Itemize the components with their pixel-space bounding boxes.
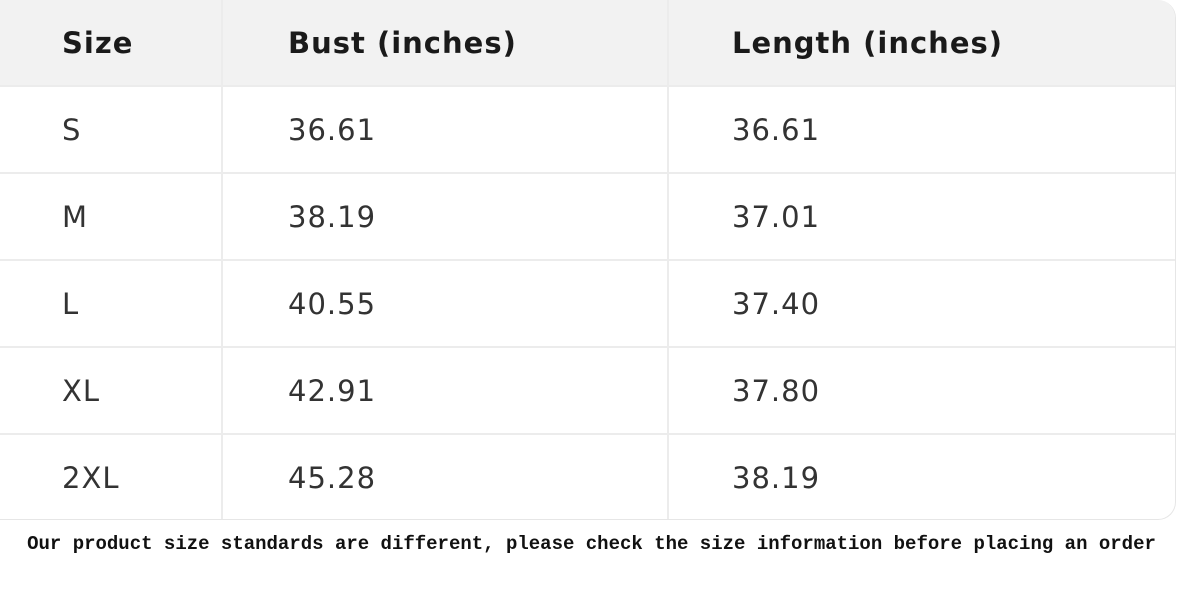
- header-bust: Bust (inches): [222, 0, 669, 87]
- table-row: S 36.61 36.61: [0, 86, 1175, 174]
- table-row: 2XL 45.28 38.19: [0, 434, 1175, 519]
- header-length: Length (inches): [668, 0, 1175, 87]
- header-size: Size: [0, 0, 223, 87]
- bust-cell: 36.61: [222, 86, 669, 174]
- table-row: L 40.55 37.40: [0, 260, 1175, 348]
- bust-cell: 42.91: [222, 347, 669, 435]
- length-cell: 37.80: [668, 347, 1175, 435]
- length-cell: 38.19: [732, 460, 821, 495]
- length-cell: 36.61: [668, 86, 1175, 174]
- size-cell: L: [0, 260, 223, 348]
- table-row: M 38.19 37.01: [0, 173, 1175, 261]
- header-row: Size Bust (inches) Length (inches): [0, 0, 1175, 87]
- size-cell: XL: [0, 347, 223, 435]
- table-row: XL 42.91 37.80: [0, 347, 1175, 435]
- size-note: Our product size standards are different…: [27, 533, 1156, 555]
- size-cell: S: [0, 86, 223, 174]
- length-cell: 37.40: [668, 260, 1175, 348]
- size-cell: M: [0, 173, 223, 261]
- size-table: Size Bust (inches) Length (inches) S 36.6…: [0, 0, 1175, 519]
- bust-cell: 40.55: [222, 260, 669, 348]
- size-chart: Size Bust (inches) Length (inches) S 36.6…: [0, 0, 1176, 520]
- length-cell: 37.01: [668, 173, 1175, 261]
- size-cell: 2XL: [0, 434, 223, 519]
- bust-cell: 45.28: [222, 434, 669, 519]
- bust-cell: 38.19: [222, 173, 669, 261]
